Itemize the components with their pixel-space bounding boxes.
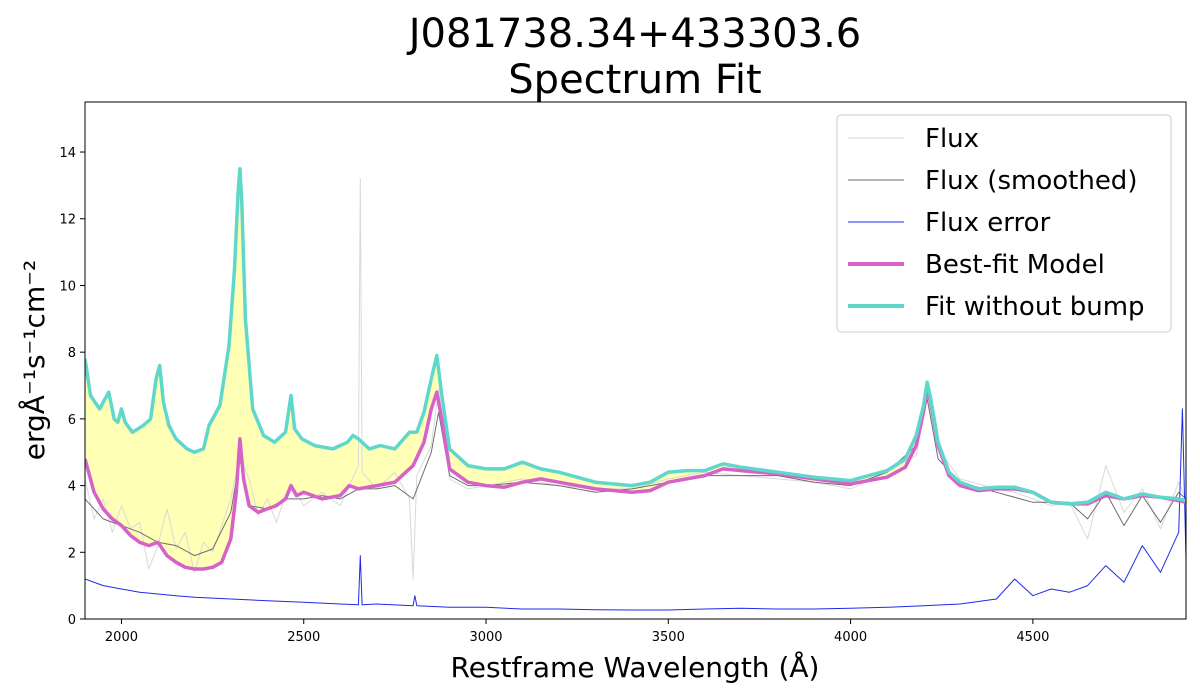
legend-flux-error-label: Flux error [925,208,1051,238]
x-axis-label: Restframe Wavelength (Å) [451,650,820,684]
bump-fill-area [85,168,1186,569]
legend-flux-smoothed-label: Flux (smoothed) [925,166,1137,196]
y-tick-label: 14 [59,146,76,161]
legend-flux-label: Flux [925,124,979,154]
series-flux-error-line [85,408,1186,611]
legend-fit-without-bump-label: Fit without bump [925,292,1145,322]
series-fit-without-bump-line [85,166,1186,506]
series-best-fit-line [85,387,1186,571]
x-tick-label: 4500 [1016,630,1049,645]
plot-frame [84,101,1187,620]
legend-best-fit-label: Best-fit Model [925,250,1105,280]
y-tick-label: 10 [59,279,76,294]
legend-box [836,114,1172,333]
chart-title: J081738.34+433303.6 [406,11,861,57]
y-tick-label: 4 [68,480,76,495]
x-tick-label: 3500 [652,630,685,645]
x-axis-ticks: 2000 2500 3000 3500 4000 4500 [105,619,1049,645]
y-axis-ticks: 0 2 4 6 8 10 12 14 [59,146,85,628]
x-tick-label: 4000 [834,630,867,645]
y-axis-label: ergÅ⁻¹s⁻¹cm⁻² [17,260,51,460]
chart-subtitle: Spectrum Fit [508,57,761,103]
y-tick-label: 12 [59,213,76,228]
legend: Flux Flux (smoothed) Flux error Best-fit… [836,114,1172,333]
y-tick-label: 2 [68,546,76,561]
x-tick-label: 2000 [105,630,138,645]
x-tick-label: 3000 [469,630,502,645]
x-tick-label: 2500 [287,630,320,645]
y-tick-label: 8 [68,346,76,361]
y-tick-label: 6 [68,413,76,428]
y-tick-label: 0 [68,613,76,628]
series-flux-smoothed-line [85,398,1186,557]
plot-area [85,166,1186,611]
